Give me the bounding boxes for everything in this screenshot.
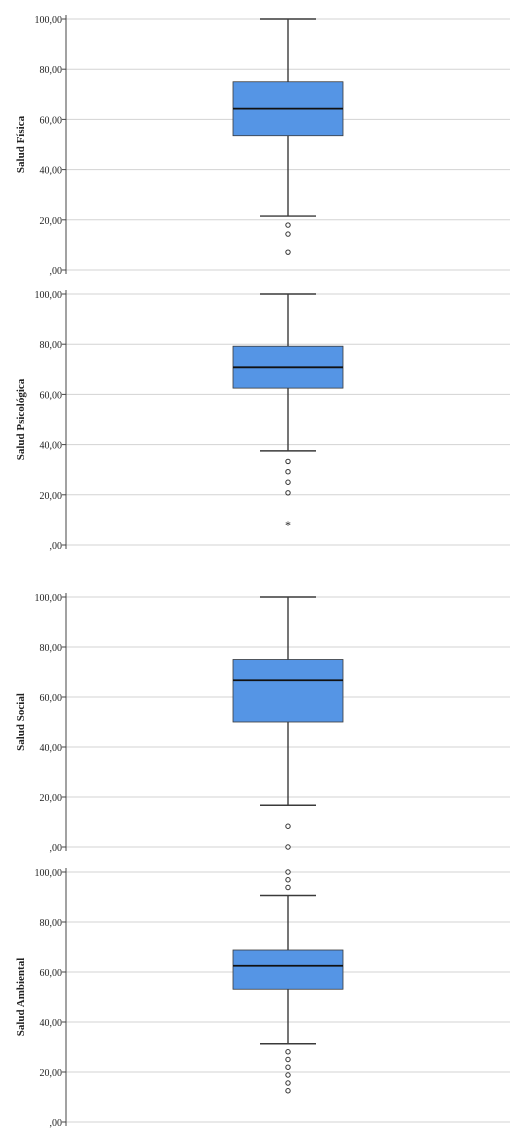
chart-panel-1: 100,00 80,00 60,00 40,00 20,00 ,00 Salud Físic…	[15, 15, 510, 277]
y-tick-label: 80,00	[40, 65, 63, 76]
outlier-point	[285, 249, 291, 255]
y-tick-label: 100,00	[35, 15, 63, 26]
y-tick-label: 80,00	[40, 643, 63, 654]
iqr-box	[232, 659, 344, 723]
y-tick-label: 60,00	[40, 968, 63, 979]
outlier-point	[285, 458, 291, 465]
chart-panel-4: 100,00 80,00 60,00 40,00 20,00 ,00 Salud Ambie…	[15, 868, 510, 1129]
outlier-point	[285, 1056, 291, 1063]
y-tick-label: 100,00	[35, 290, 63, 301]
y-tick-label: 20,00	[40, 216, 63, 227]
outlier-point	[285, 231, 291, 237]
y-tick-label: 40,00	[40, 441, 63, 452]
y-tick-label: 60,00	[40, 115, 63, 126]
outlier-point	[285, 469, 291, 475]
outlier-point	[285, 823, 291, 829]
y-tick-label: 80,00	[40, 340, 63, 351]
y-tick-label: ,00	[50, 541, 63, 552]
outlier-point	[285, 884, 291, 891]
y-axis-title: Salud Psicológica	[15, 378, 27, 460]
y-tick-label: 60,00	[40, 390, 63, 401]
y-axis-title: Salud Física	[15, 115, 27, 173]
outlier-point	[285, 1049, 291, 1055]
iqr-box	[232, 949, 344, 990]
outlier-point	[285, 877, 291, 883]
outlier-point	[285, 1088, 291, 1094]
y-tick-label: 20,00	[40, 1068, 63, 1079]
outlier-point	[285, 844, 291, 850]
outlier-point	[285, 1064, 291, 1070]
outlier-point	[285, 490, 291, 496]
y-axis-title: Salud Social	[15, 693, 27, 751]
y-tick-label: 100,00	[35, 868, 63, 879]
extreme-point: *	[285, 518, 291, 532]
y-tick-label: ,00	[50, 266, 63, 277]
y-tick-label: 40,00	[40, 743, 63, 754]
y-tick-label: 60,00	[40, 693, 63, 704]
outlier-point	[285, 869, 291, 875]
y-tick-label: 40,00	[40, 166, 63, 177]
y-tick-label: 80,00	[40, 918, 63, 929]
y-tick-label: 40,00	[40, 1018, 63, 1029]
chart-panel-2: 100,00 80,00 60,00 40,00 20,00 ,00 Salud Psico…	[15, 290, 510, 552]
outlier-point	[285, 1072, 291, 1078]
y-tick-label: 100,00	[35, 593, 63, 604]
y-tick-label: 20,00	[40, 793, 63, 804]
outlier-point	[285, 1080, 291, 1086]
y-tick-label: ,00	[50, 1118, 63, 1129]
chart-panel-3: 100,00 80,00 60,00 40,00 20,00 ,00 Salud Socia…	[15, 593, 510, 854]
y-tick-label: 20,00	[40, 491, 63, 502]
y-axis-title: Salud Ambiental	[15, 958, 27, 1037]
y-tick-label: ,00	[50, 843, 63, 854]
outlier-point	[285, 222, 291, 228]
outlier-point	[285, 479, 291, 485]
